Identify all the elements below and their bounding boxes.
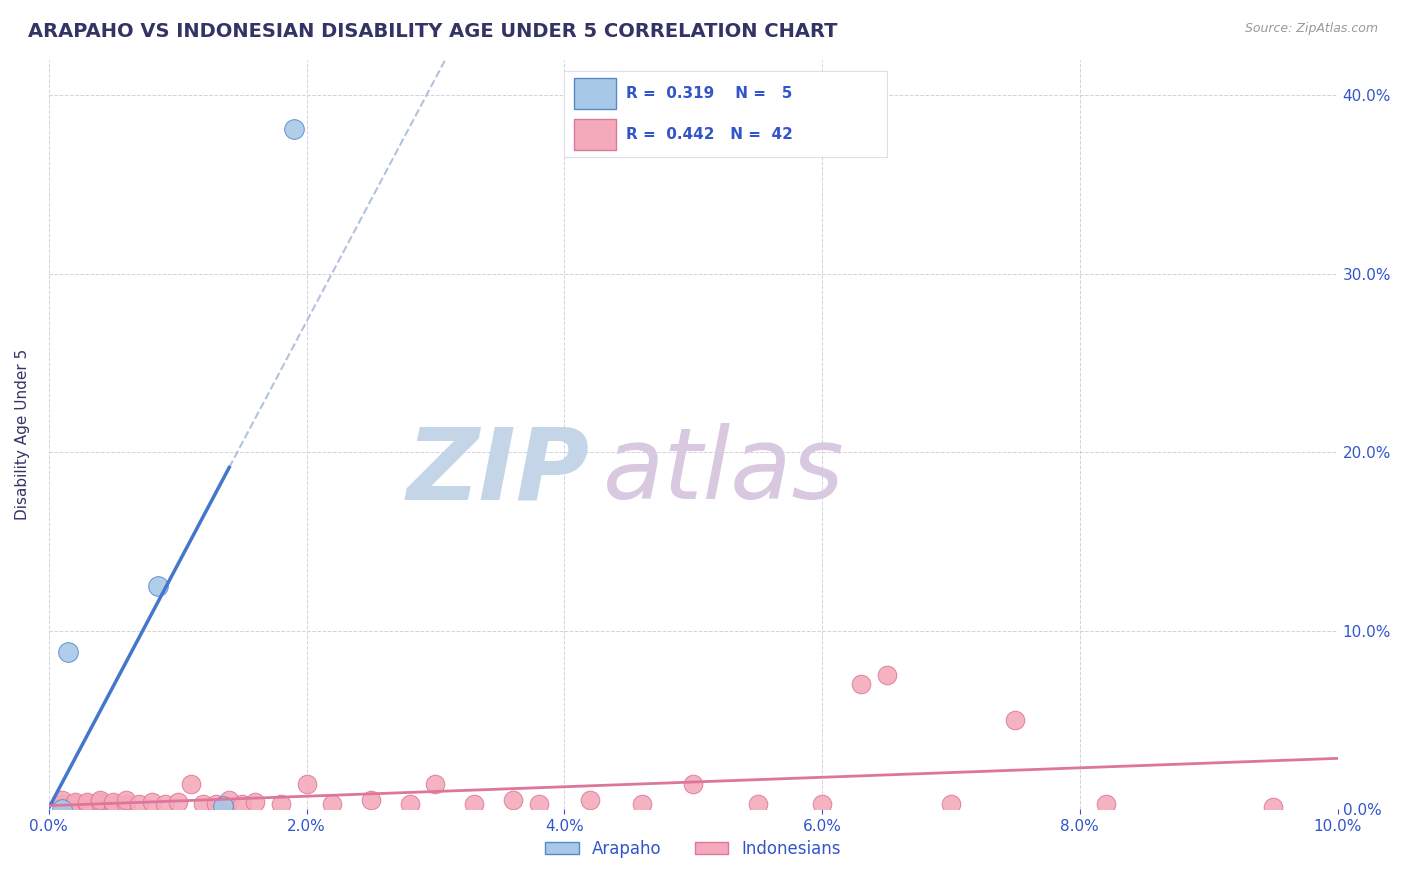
Point xyxy=(51,802,73,816)
Point xyxy=(579,793,602,807)
Point xyxy=(89,793,111,807)
Point xyxy=(270,797,292,811)
Text: Source: ZipAtlas.com: Source: ZipAtlas.com xyxy=(1244,22,1378,36)
Point xyxy=(939,797,962,811)
Point xyxy=(1004,713,1026,727)
Point xyxy=(76,797,98,811)
Point xyxy=(76,795,98,809)
Point xyxy=(56,645,79,659)
Point xyxy=(811,797,834,811)
Point xyxy=(166,795,188,809)
Point xyxy=(63,797,86,811)
Point xyxy=(243,795,266,809)
Point xyxy=(103,797,125,811)
Point xyxy=(63,795,86,809)
Point xyxy=(360,793,382,807)
Point xyxy=(849,677,872,691)
Point xyxy=(502,793,524,807)
Point xyxy=(51,797,73,811)
Point xyxy=(128,797,150,811)
Point xyxy=(283,122,305,136)
Point xyxy=(747,797,769,811)
Point xyxy=(211,798,233,813)
Text: ARAPAHO VS INDONESIAN DISABILITY AGE UNDER 5 CORRELATION CHART: ARAPAHO VS INDONESIAN DISABILITY AGE UND… xyxy=(28,22,838,41)
Point xyxy=(321,797,343,811)
Legend: Arapaho, Indonesians: Arapaho, Indonesians xyxy=(538,833,848,864)
Point xyxy=(463,797,485,811)
Point xyxy=(148,579,170,593)
Point xyxy=(205,797,228,811)
Point xyxy=(527,797,550,811)
Point xyxy=(295,777,318,791)
Point xyxy=(1094,797,1116,811)
Text: ZIP: ZIP xyxy=(408,424,591,520)
Point xyxy=(180,777,202,791)
Y-axis label: Disability Age Under 5: Disability Age Under 5 xyxy=(15,349,30,520)
Point xyxy=(425,777,447,791)
Point xyxy=(153,797,176,811)
Point xyxy=(141,795,163,809)
Point xyxy=(51,793,73,807)
Point xyxy=(115,793,138,807)
Point xyxy=(682,777,704,791)
Point xyxy=(218,793,240,807)
Point xyxy=(103,795,125,809)
Point xyxy=(1263,800,1285,814)
Point xyxy=(630,797,652,811)
Point xyxy=(115,797,138,811)
Point xyxy=(193,797,215,811)
Point xyxy=(89,795,111,809)
Point xyxy=(231,797,253,811)
Point xyxy=(398,797,420,811)
Text: atlas: atlas xyxy=(603,424,845,520)
Point xyxy=(876,668,898,682)
